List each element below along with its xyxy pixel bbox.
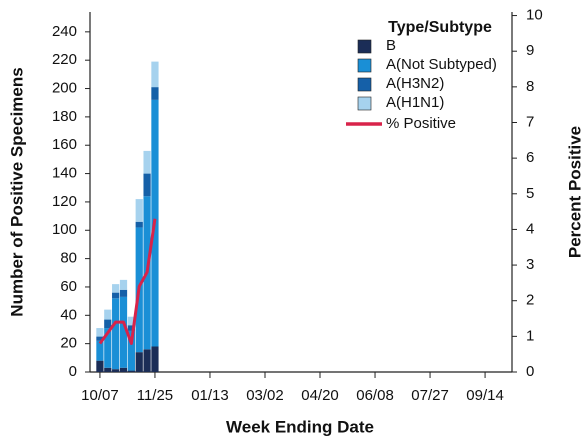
bar-segment — [104, 319, 112, 329]
bar-segment — [151, 61, 159, 88]
bar-segment — [112, 298, 120, 370]
y2-tick-label: 8 — [526, 78, 534, 95]
x-tick-label: 01/13 — [191, 387, 229, 404]
bar-segment — [119, 279, 128, 290]
percent-line — [98, 218, 157, 345]
y-tick-label: 140 — [52, 165, 77, 182]
bar-segment — [112, 284, 120, 293]
bar-segment — [143, 173, 151, 197]
y2-axis-title: Percent Positive — [565, 126, 584, 258]
bar-segment — [112, 369, 120, 372]
x-axis-title: Week Ending Date — [226, 417, 374, 436]
bar-segment — [104, 367, 112, 372]
y2-tick-label: 3 — [526, 256, 534, 273]
bar-segment — [151, 87, 159, 100]
y-tick-label: 0 — [69, 363, 77, 380]
y2-tick-label: 6 — [526, 149, 534, 166]
legend-swatch — [357, 77, 372, 92]
bar-segment — [135, 199, 143, 222]
bar-segment — [135, 352, 143, 372]
bar-segment — [127, 330, 135, 371]
legend-title: Type/Subtype — [388, 19, 492, 36]
y-tick-label: 180 — [52, 108, 77, 125]
y2-tick-label: 2 — [526, 292, 534, 309]
bar-segment — [119, 296, 128, 368]
bar-segment — [96, 328, 104, 337]
y-axis-title: Number of Positive Specimens — [7, 67, 26, 316]
bar-segment — [127, 316, 135, 326]
y2-tick-label: 0 — [526, 363, 534, 380]
bar-segment — [151, 346, 159, 372]
bar-segment — [96, 336, 104, 341]
legend-label: % Positive — [386, 115, 456, 132]
y2-tick-label: 5 — [526, 185, 534, 202]
y2-tick-label: 4 — [526, 220, 534, 237]
bar-segment — [104, 309, 112, 320]
x-tick-label: 04/20 — [301, 387, 339, 404]
y-tick-label: 100 — [52, 221, 77, 238]
legend-swatch — [357, 58, 372, 73]
y-tick-label: 160 — [52, 136, 77, 153]
bar-segment — [96, 340, 104, 361]
bar-segment — [143, 150, 151, 174]
x-tick-label: 07/27 — [411, 387, 449, 404]
y-tick-label: 120 — [52, 193, 77, 210]
legend-label: B — [386, 37, 396, 54]
y-tick-label: 60 — [60, 278, 77, 295]
legend-label: A(H1N1) — [386, 94, 444, 111]
y2-tick-label: 9 — [526, 42, 534, 59]
x-tick-label: 10/07 — [81, 387, 119, 404]
x-tick-label: 06/08 — [356, 387, 394, 404]
bar-segment — [119, 289, 128, 297]
y-tick-label: 200 — [52, 80, 77, 97]
x-tick-label: 09/14 — [466, 387, 504, 404]
x-tick-label: 03/02 — [246, 387, 284, 404]
bar-segment — [96, 360, 104, 372]
y2-tick-label: 7 — [526, 113, 534, 130]
legend-swatch — [357, 39, 372, 54]
y-tick-label: 20 — [60, 335, 77, 352]
x-tick-label: 11/25 — [137, 387, 173, 404]
legend-label: A(Not Subtyped) — [386, 56, 497, 73]
bar-segment — [127, 325, 135, 331]
y-tick-label: 240 — [52, 23, 77, 40]
y-tick-label: 40 — [60, 306, 77, 323]
legend-swatch — [357, 96, 372, 111]
y2-tick-label: 10 — [526, 7, 543, 24]
y-tick-label: 80 — [60, 250, 77, 267]
bar-segment — [104, 328, 112, 368]
bar-segment — [119, 367, 128, 372]
bar-segment — [135, 221, 143, 228]
y2-tick-label: 1 — [526, 327, 534, 344]
bar-segment — [127, 370, 135, 372]
bar-segment — [112, 292, 120, 299]
legend-label: A(H3N2) — [386, 75, 444, 92]
bar-segment — [143, 349, 151, 372]
y-tick-label: 220 — [52, 51, 77, 68]
